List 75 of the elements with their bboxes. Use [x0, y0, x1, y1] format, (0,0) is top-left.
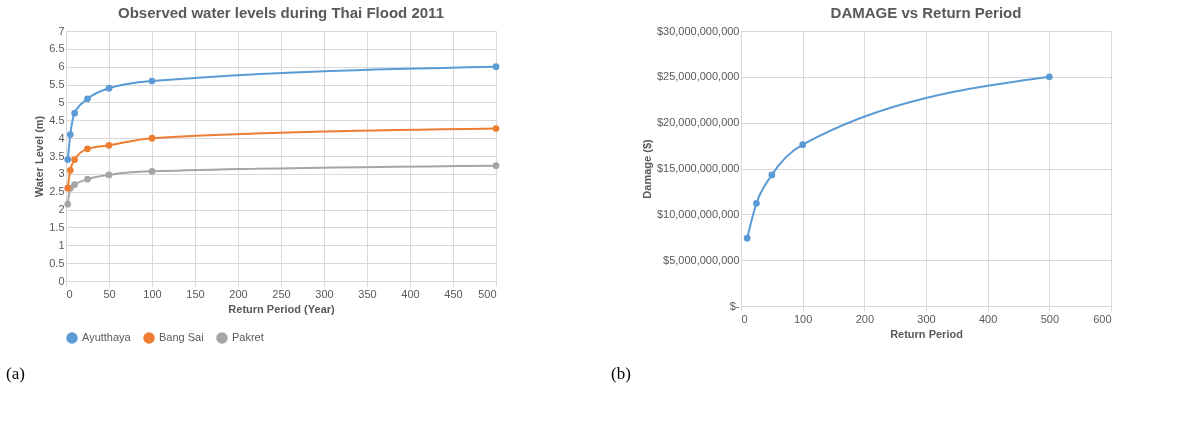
text: (a) — [6, 364, 25, 383]
x-tick-label: 400 — [401, 287, 420, 300]
x-tick-label: 300 — [315, 287, 334, 300]
text: (b) — [611, 364, 631, 383]
legend-label: Bang Sai — [159, 331, 204, 343]
point — [66, 166, 74, 174]
point — [492, 125, 500, 132]
point — [105, 171, 113, 179]
point — [71, 181, 78, 188]
x-tick-label: 0 — [66, 287, 73, 300]
x-tick-label: 450 — [444, 287, 463, 300]
point — [148, 168, 156, 175]
y-tick-label: $10,000,000,000 — [656, 207, 740, 220]
y-tick-label: $30,000,000,000 — [656, 24, 740, 37]
point — [492, 162, 500, 169]
point — [148, 77, 156, 85]
point — [71, 109, 78, 117]
y-tick-label: 2.5 — [49, 185, 65, 198]
point — [105, 141, 113, 149]
y-tick-label: 0 — [58, 274, 65, 287]
x-axis-title: Return Period (Year) — [228, 302, 336, 315]
y-tick-label: 3.5 — [49, 149, 65, 162]
point — [66, 131, 74, 138]
y-tick-label: 1 — [58, 238, 65, 251]
point — [71, 156, 78, 163]
x-tick-label: 600 — [1093, 312, 1112, 325]
y-tick-label: 4.5 — [49, 113, 65, 126]
x-tick-label: 250 — [272, 287, 291, 300]
point — [105, 84, 113, 92]
point — [84, 95, 91, 103]
x-tick-label: 200 — [229, 287, 248, 300]
y-tick-label: 1.5 — [49, 220, 65, 233]
point — [492, 63, 500, 71]
legend-label: Ayutthaya — [82, 331, 132, 343]
legend-label: Pakret — [232, 331, 264, 343]
point — [743, 234, 751, 242]
point — [799, 141, 807, 149]
y-tick-label: $- — [729, 299, 740, 312]
point — [148, 134, 156, 142]
x-tick-label: 500 — [1040, 312, 1060, 325]
y-tick-label: 0.5 — [49, 256, 65, 269]
point — [64, 156, 72, 163]
point — [84, 145, 91, 153]
y-tick-label: $5,000,000,000 — [663, 253, 740, 266]
y-tick-label: 5 — [58, 95, 65, 108]
point — [768, 171, 776, 179]
chart-title: Observed water levels during Thai Flood 2011 — [118, 4, 444, 21]
x-tick-label: 100 — [793, 312, 813, 325]
y-axis-title: Damage ($) — [640, 139, 653, 199]
y-tick-label: 5.5 — [49, 78, 65, 91]
y-tick-label: 6.5 — [49, 42, 65, 55]
chart-title: DAMAGE vs Return Period — [830, 4, 1022, 21]
point — [64, 200, 72, 208]
x-axis-title: Return Period — [890, 327, 963, 340]
y-tick-label: 3 — [58, 167, 65, 180]
y-tick-label: $15,000,000,000 — [656, 162, 740, 174]
y-tick-label: $25,000,000,000 — [656, 70, 740, 83]
x-tick-label: 0 — [741, 312, 748, 325]
point — [753, 199, 760, 207]
x-tick-label: 100 — [143, 287, 162, 300]
y-tick-label: $20,000,000,000 — [656, 116, 740, 129]
y-tick-label: 2 — [58, 203, 65, 216]
y-axis-title: Water Level (m) — [33, 115, 46, 198]
x-tick-label: 400 — [978, 312, 998, 325]
x-tick-label: 350 — [358, 287, 377, 300]
y-tick-label: 7 — [58, 24, 65, 37]
x-tick-label: 50 — [103, 287, 116, 300]
x-tick-label: 200 — [855, 312, 875, 325]
point — [1045, 73, 1053, 81]
y-tick-label: 4 — [58, 131, 65, 144]
x-tick-label: 500 — [478, 287, 497, 300]
y-tick-label: 6 — [58, 60, 65, 73]
point — [84, 175, 91, 183]
x-tick-label: 300 — [917, 312, 936, 325]
x-tick-label: 150 — [186, 287, 205, 300]
